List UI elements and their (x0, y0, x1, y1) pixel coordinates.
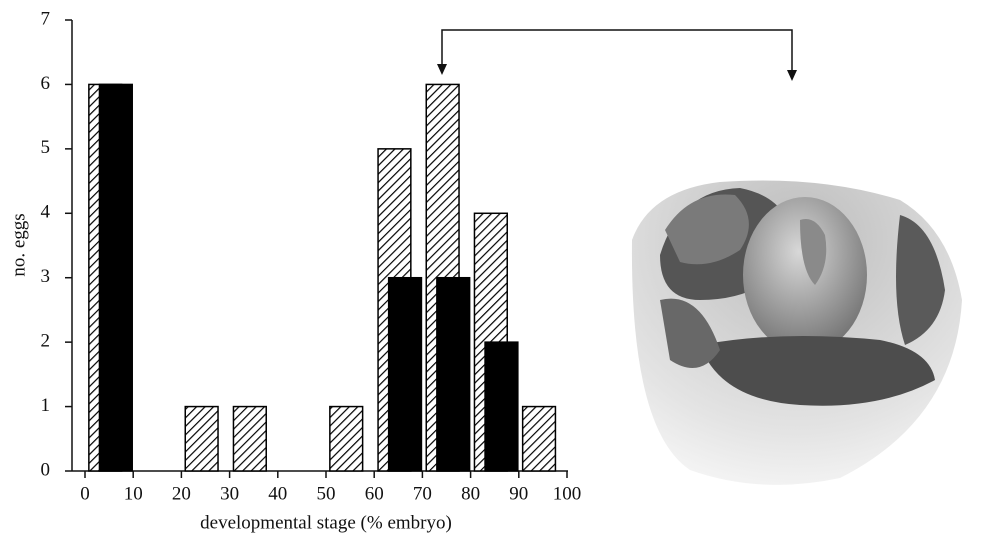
hatched-bar (521, 405, 557, 472)
black-bar (98, 83, 133, 472)
arrow-head (437, 64, 447, 75)
x-tick-label: 60 (365, 483, 384, 504)
y-tick-label: 5 (41, 137, 51, 158)
y-tick-label: 4 (41, 202, 51, 223)
y-axis-label: no. eggs (8, 213, 29, 276)
hatched-bar (329, 405, 364, 472)
y-tick-label: 6 (41, 73, 51, 94)
black-bar (436, 276, 471, 472)
y-tick-label: 3 (41, 266, 51, 287)
x-tick-label: 100 (553, 483, 582, 504)
x-tick-label: 10 (124, 483, 143, 504)
turtle-photo (631, 180, 962, 485)
black-bar (484, 341, 519, 472)
arrow-head (787, 70, 797, 81)
x-tick-label: 70 (413, 483, 432, 504)
x-axis-label: developmental stage (% embryo) (200, 512, 452, 533)
y-tick-label: 2 (41, 331, 51, 352)
hatched-bar (184, 405, 219, 472)
y-tick-label: 1 (41, 395, 51, 416)
x-tick-label: 30 (220, 483, 239, 504)
x-tick-label: 90 (509, 483, 528, 504)
y-tick-label: 0 (41, 459, 51, 480)
hatched-bar (232, 405, 267, 472)
x-tick-label: 50 (317, 483, 336, 504)
x-tick-label: 0 (80, 483, 90, 504)
arrow (441, 29, 793, 72)
y-tick-label: 7 (41, 8, 51, 29)
black-bar (387, 276, 423, 472)
x-tick-label: 80 (461, 483, 480, 504)
x-tick-label: 40 (268, 483, 287, 504)
x-tick-label: 20 (172, 483, 191, 504)
